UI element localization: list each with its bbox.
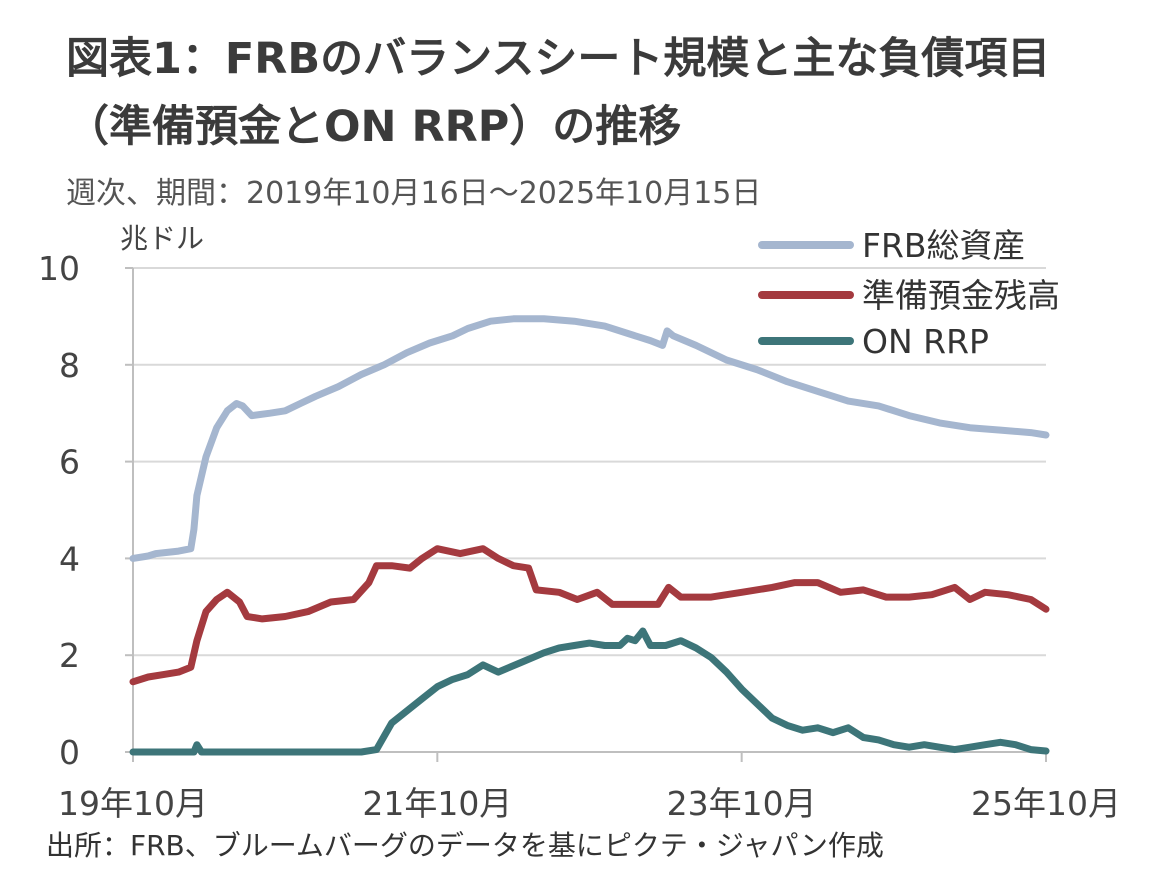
- legend-label: FRB総資産: [862, 226, 1026, 265]
- x-tick-label: 19年10月: [58, 784, 208, 823]
- legend-label: ON RRP: [862, 322, 989, 361]
- series-lines: [129, 315, 1050, 756]
- y-tick-label: 10: [38, 249, 80, 288]
- series-line-2: [129, 545, 1050, 686]
- series-line-3: [129, 627, 1050, 756]
- series-line-1: [129, 315, 1050, 562]
- y-tick-label: 0: [59, 733, 80, 772]
- chart-title-line2: （準備預金とON RRP）の推移: [66, 102, 682, 152]
- y-axis-unit-label: 兆ドル: [120, 222, 204, 255]
- y-tick-label: 2: [59, 636, 80, 675]
- y-tick-label: 8: [59, 346, 80, 385]
- x-tick-label: 21年10月: [362, 784, 512, 823]
- axes: 0 2 4 6 8 10 19年10月 21年10月 23年10月 25年10月: [38, 249, 1121, 823]
- x-tick-label: 25年10月: [971, 784, 1121, 823]
- chart-subtitle: 週次、期間：2019年10月16日～2025年10月15日: [66, 176, 762, 211]
- y-tick-label: 6: [59, 443, 80, 482]
- legend-label: 準備預金残高: [862, 276, 1060, 315]
- gridlines: [133, 267, 1046, 657]
- chart-title-line1: 図表1：FRBのバランスシート規模と主な負債項目: [66, 34, 1051, 84]
- x-tick-label: 23年10月: [667, 784, 817, 823]
- source-note: 出所：FRB、ブルームバーグのデータを基にピクテ・ジャパン作成: [46, 829, 884, 862]
- y-tick-label: 4: [59, 539, 80, 578]
